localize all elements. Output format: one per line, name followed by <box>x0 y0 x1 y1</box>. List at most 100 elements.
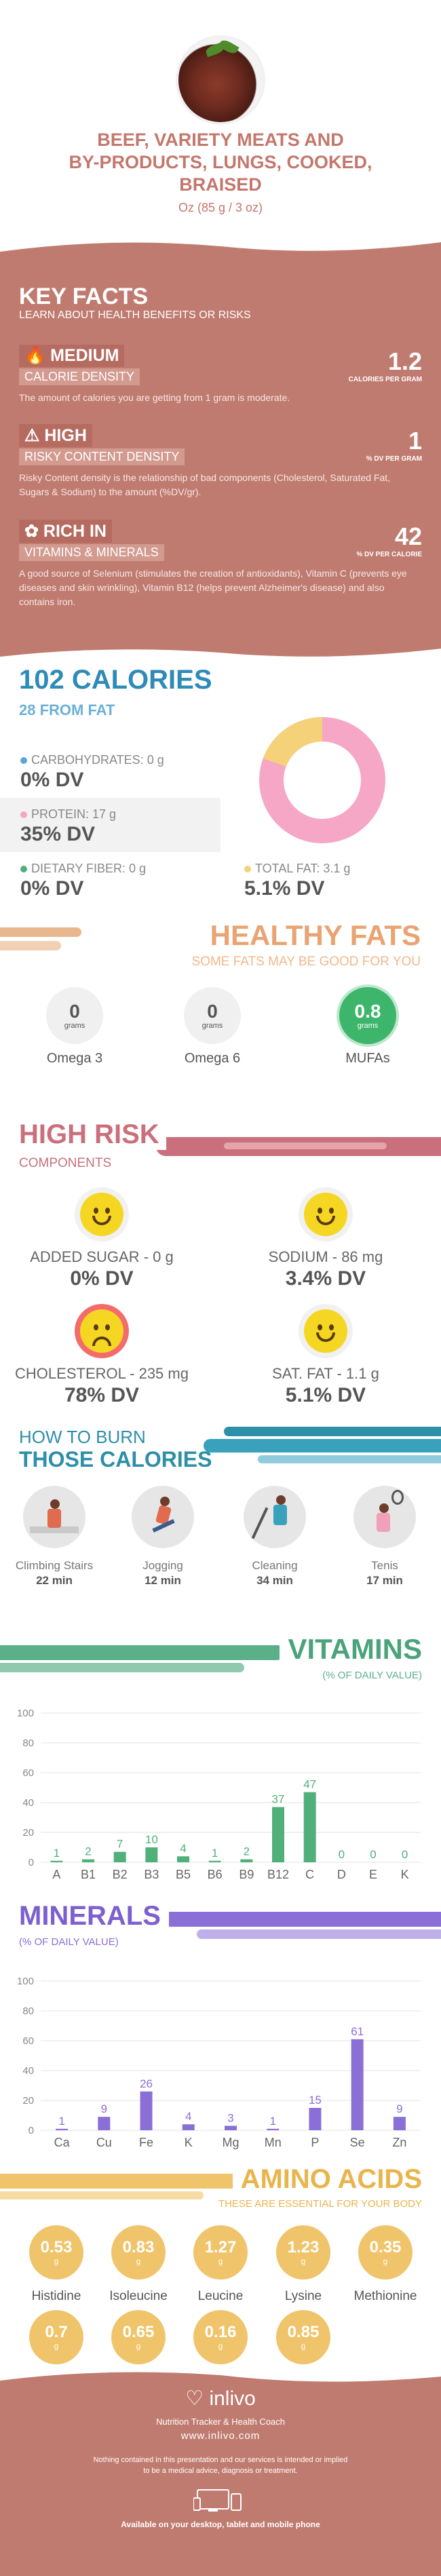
mineral-value-label: 15 <box>309 2094 322 2107</box>
mineral-bar <box>98 2117 111 2130</box>
mineral-ytick-label: 100 <box>17 1976 34 1987</box>
minerals-section: MINERALS (% OF DAILY VALUE) 0 20 40 60 80 100… <box>0 1900 441 2157</box>
mineral-bar <box>225 2126 237 2130</box>
amino-circle: 1.23 g <box>276 2225 330 2280</box>
risky-content-value: 1 <box>408 427 422 455</box>
devices-icon <box>193 2489 242 2512</box>
vitamin-category-label: C <box>305 1868 314 1881</box>
risk-item-sat-fat: SAT. FAT - 1.1 g 5.1% DV <box>224 1309 427 1407</box>
mineral-value-label: 61 <box>351 2025 364 2038</box>
healthy-fats-section: HEALTHY FATS SOME FATS MAY BE GOOD FOR Y… <box>0 919 441 1096</box>
calorie-density-level: 🔥 MEDIUM <box>19 345 125 367</box>
fat-item-omega6: 0 grams Omega 6 <box>175 987 250 1066</box>
key-facts-section: KEY FACTS LEARN ABOUT HEALTH BENEFITS OR… <box>0 237 441 665</box>
risk-dv: 0% DV <box>70 1267 134 1290</box>
amino-item: 1.23 g Lysine <box>263 2225 344 2304</box>
leaf-icon: ✿ <box>24 522 39 541</box>
footer-url[interactable]: www.inlivo.com <box>180 2430 261 2442</box>
mineral-category-label: Fe <box>139 2136 153 2149</box>
mineral-value-label: 1 <box>269 2115 275 2128</box>
vitamin-bar <box>177 1856 189 1862</box>
burn-activity-time: 12 min <box>145 1574 181 1587</box>
vitamin-ytick-label: 0 <box>28 1857 34 1868</box>
calorie-density-block: 🔥 MEDIUM CALORIE DENSITY 1.2 CALORIES PE… <box>19 345 422 405</box>
calorie-donut-chart <box>259 717 385 843</box>
fat-circle: 0 grams <box>184 987 241 1044</box>
vitamin-value-label: 2 <box>244 1845 250 1858</box>
amino-unit: g <box>218 2341 223 2351</box>
burn-item-cleaning: Cleaning 34 min <box>224 1486 326 1588</box>
mineral-bar <box>140 2091 153 2130</box>
key-facts-subtitle: LEARN ABOUT HEALTH BENEFITS OR RISKS <box>19 309 251 321</box>
fiber-label: DIETARY FIBER: 0 g <box>31 862 147 875</box>
amino-circle: 0.85 g <box>276 2310 330 2364</box>
mineral-category-label: Mg <box>222 2136 239 2149</box>
amino-circle: 1.27 g <box>193 2225 248 2280</box>
vitamin-ytick-label: 100 <box>17 1708 34 1719</box>
amino-decor-bar <box>0 2174 258 2189</box>
protein-dv: 35% DV <box>20 823 96 845</box>
vitamin-ytick-label: 80 <box>22 1737 34 1749</box>
mineral-ytick-label: 40 <box>22 2065 34 2077</box>
risky-content-level-text: HIGH <box>44 426 87 445</box>
heart-icon: ♡ <box>185 2387 204 2410</box>
wave-bottom-decoration <box>0 649 441 665</box>
vitamins-minerals-value: 42 <box>394 522 422 550</box>
vitamin-bar <box>208 1860 221 1862</box>
mineral-bar <box>182 2124 195 2130</box>
risk-dv: 5.1% DV <box>285 1384 366 1406</box>
amino-name: Histidine <box>31 2289 81 2303</box>
vitamins-minerals-unit: % DV PER CALORIE <box>356 551 422 558</box>
climbing-stairs-icon <box>23 1486 85 1548</box>
calories-section: 102 CALORIES 28 FROM FAT CARBOHYDRATES: … <box>0 665 441 936</box>
footer-wave-decoration <box>0 2367 441 2382</box>
fat-dot-icon <box>244 866 251 872</box>
mineral-category-label: Ca <box>54 2136 71 2149</box>
high-risk-decor-bar <box>224 1142 387 1149</box>
carbs-label: CARBOHYDRATES: 0 g <box>31 753 164 767</box>
high-risk-subtitle: COMPONENTS <box>19 1156 112 1170</box>
minerals-subtitle: (% OF DAILY VALUE) <box>19 1936 119 1948</box>
fat-item-omega3: 0 grams Omega 3 <box>37 987 112 1066</box>
protein-label: PROTEIN: 17 g <box>31 807 117 821</box>
title-line-1: BEEF, VARIETY MEATS AND <box>97 130 344 150</box>
mineral-category-label: P <box>311 2136 319 2149</box>
mineral-bar <box>309 2108 322 2130</box>
burn-decor-bar <box>204 1439 441 1453</box>
burn-title-1: HOW TO BURN <box>19 1427 146 1447</box>
high-risk-section: HIGH RISK COMPONENTS ADDED SUGAR - 0 g 0… <box>0 1113 441 1407</box>
vitamins-section: VITAMINS (% OF DAILY VALUE) 0 20 40 60 80 100… <box>0 1632 441 1889</box>
vitamin-ytick-label: 40 <box>22 1797 34 1809</box>
vitamin-category-label: A <box>52 1868 60 1881</box>
mineral-value-label: 3 <box>227 2111 233 2124</box>
carbs-dot-icon <box>20 757 27 764</box>
amino-unit: g <box>136 2341 141 2351</box>
fat-value: 0.8 <box>354 1001 381 1022</box>
amino-circle: 0.7 g <box>29 2310 83 2364</box>
cleaning-icon <box>244 1486 306 1548</box>
amino-value: 0.7 <box>45 2323 68 2341</box>
vitamins-title: VITAMINS <box>280 1633 422 1666</box>
footer-disclaimer-line-1: Nothing contained in this presentation a… <box>93 2456 348 2464</box>
amino-value: 1.23 <box>287 2238 320 2256</box>
risky-content-level: ⚠ HIGH <box>19 424 92 447</box>
risky-content-block: ⚠ HIGH RISKY CONTENT DENSITY 1 % DV PER … <box>19 424 422 499</box>
footer-tagline: Nutrition Tracker & Health Coach <box>155 2417 286 2427</box>
amino-circle: 0.16 g <box>193 2310 248 2364</box>
footer-disclaimer-line-2: to be a medical advice, diagnosis or tre… <box>143 2467 298 2475</box>
amino-circle: 0.35 g <box>358 2225 413 2280</box>
fat-circle: 0.8 grams <box>339 987 396 1044</box>
risk-label: SODIUM - 86 mg <box>268 1248 383 1265</box>
amino-value: 0.83 <box>122 2238 155 2256</box>
title-line-3: BRAISED <box>179 174 262 195</box>
fat-value: 0 <box>69 1001 80 1022</box>
amino-value: 0.16 <box>204 2323 237 2341</box>
mineral-category-label: K <box>185 2136 193 2149</box>
carbs-dv: 0% DV <box>20 769 84 791</box>
amino-name: Methionine <box>353 2289 417 2303</box>
key-facts-title: KEY FACTS <box>19 284 149 309</box>
mineral-ytick-label: 20 <box>22 2095 34 2107</box>
vitamin-ytick-label: 20 <box>22 1827 34 1839</box>
mineral-value-label: 9 <box>101 2102 107 2115</box>
fat-name: Omega 6 <box>184 1051 241 1066</box>
